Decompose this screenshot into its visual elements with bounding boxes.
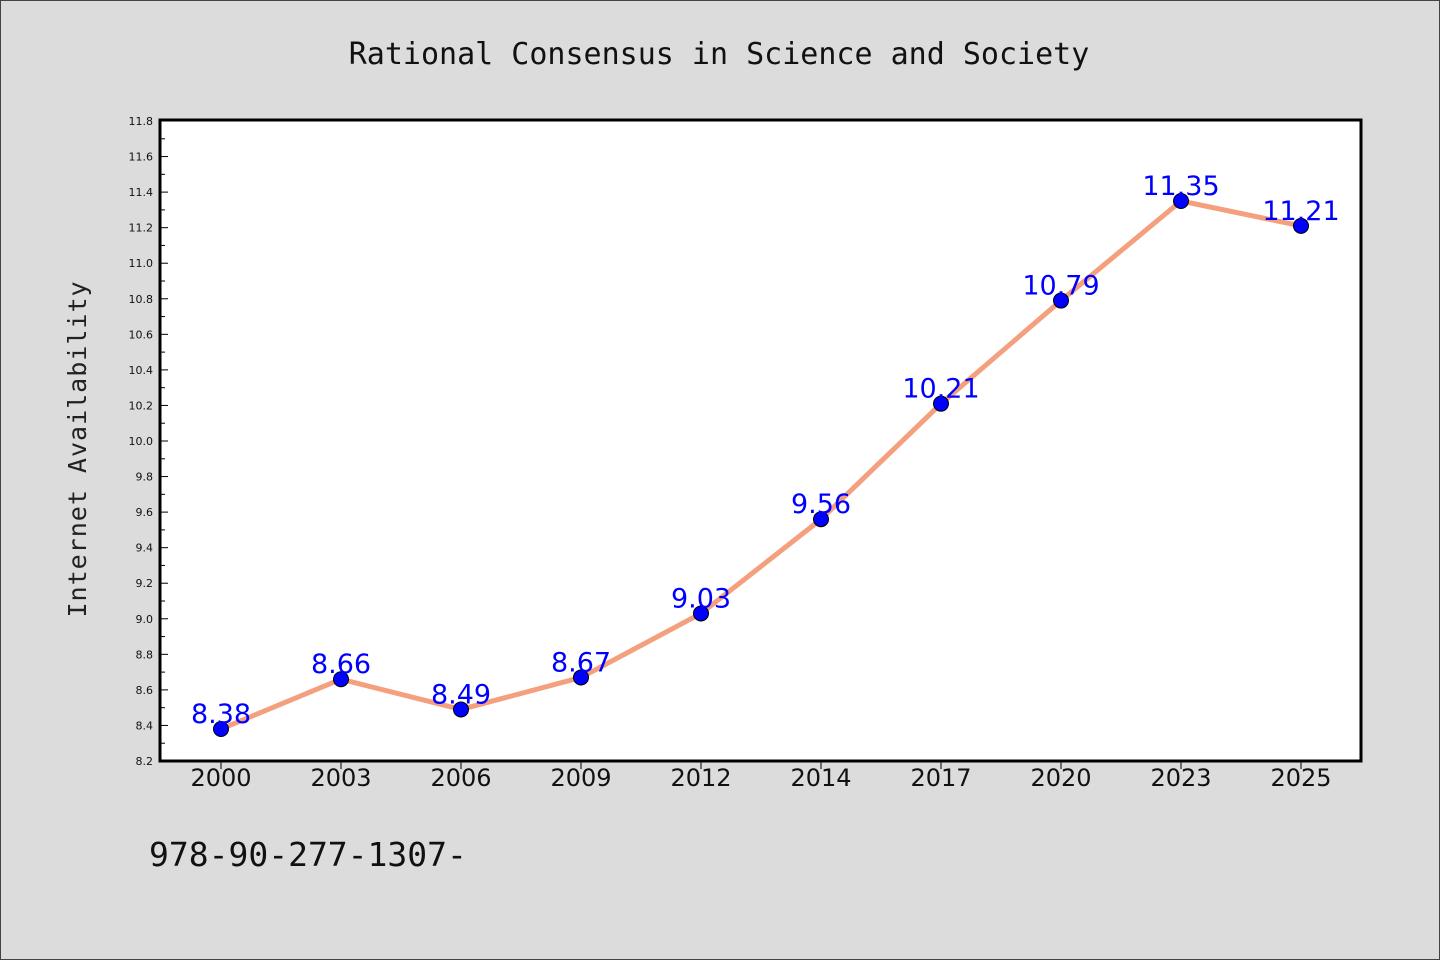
y-tick-label: 11.4 [129, 186, 154, 199]
data-labels-group: 8.38 8.66 8.49 8.67 9.03 9.56 10.21 10.79 11.35 1… [191, 171, 1340, 730]
x-tick-label: 2025 [1270, 764, 1331, 792]
data-point [1173, 193, 1189, 209]
data-point [573, 669, 589, 686]
plot-area [158, 118, 1363, 763]
y-tick-label: 10.0 [129, 435, 154, 448]
y-tick-label: 8.4 [136, 719, 154, 732]
data-point [1053, 292, 1069, 309]
data-label: 11.21 [1262, 196, 1339, 227]
y-tick-label: 9.4 [136, 542, 154, 555]
data-label: 10.21 [902, 374, 979, 405]
data-point [1293, 217, 1309, 234]
y-tick-label: 9.6 [136, 506, 154, 519]
data-point [333, 671, 349, 688]
y-tick-label: 10.4 [129, 364, 154, 377]
data-point [813, 511, 829, 528]
data-label: 10.79 [1022, 271, 1099, 302]
y-tick-label: 8.6 [136, 684, 154, 697]
x-tick-label: 2003 [310, 764, 371, 792]
data-label: 8.67 [551, 647, 611, 678]
y-tick-label: 10.8 [129, 293, 154, 306]
x-tick-label: 2006 [430, 764, 491, 792]
data-label: 8.66 [311, 649, 371, 680]
series-group [218, 198, 1304, 732]
x-tick-label: 2017 [910, 764, 971, 792]
y-tick-label: 8.8 [136, 648, 154, 661]
data-point [213, 721, 229, 737]
x-tick-label: 2014 [790, 764, 851, 792]
footer-text: 978-90-277-1307- [149, 835, 467, 874]
y-tick-label: 11.2 [129, 222, 154, 235]
x-tick-label: 2009 [550, 764, 611, 792]
x-tick-label: 2020 [1030, 764, 1091, 792]
data-label: 8.49 [431, 679, 491, 710]
data-point [453, 701, 469, 718]
y-tick-label: 10.6 [129, 328, 154, 341]
markers-group [213, 193, 1309, 737]
y-tick-label: 8.2 [136, 755, 154, 768]
y-tick-label: 11.0 [129, 257, 154, 270]
data-point [933, 395, 949, 412]
data-label: 8.38 [191, 699, 251, 730]
y-axis: 8.2 8.4 8.6 8.8 9.0 9.2 9.4 9.6 9.8 10.0 10.2 10.4 1… [129, 115, 168, 768]
x-tick-label: 2012 [670, 764, 731, 792]
x-tick-label: 2000 [190, 764, 251, 792]
x-axis: 2000 2003 2006 2009 2012 2014 2017 2020 2023 2025 [190, 760, 1332, 792]
data-point [693, 605, 709, 622]
y-tick-label: 11.6 [129, 151, 154, 164]
y-tick-label: 11.8 [129, 115, 154, 128]
y-tick-label: 9.2 [136, 577, 154, 590]
chart-title: Rational Consensus in Science and Societ… [349, 37, 1090, 72]
y-axis-label: Internet Availability [63, 280, 92, 617]
data-label: 9.03 [671, 583, 731, 614]
y-tick-label: 10.2 [129, 399, 154, 412]
x-tick-label: 2023 [1150, 764, 1211, 792]
y-tick-label: 9.0 [136, 613, 154, 626]
data-label: 11.35 [1142, 171, 1219, 202]
data-label: 9.56 [791, 489, 851, 520]
series-line [218, 198, 1304, 732]
y-tick-label: 9.8 [136, 471, 154, 484]
